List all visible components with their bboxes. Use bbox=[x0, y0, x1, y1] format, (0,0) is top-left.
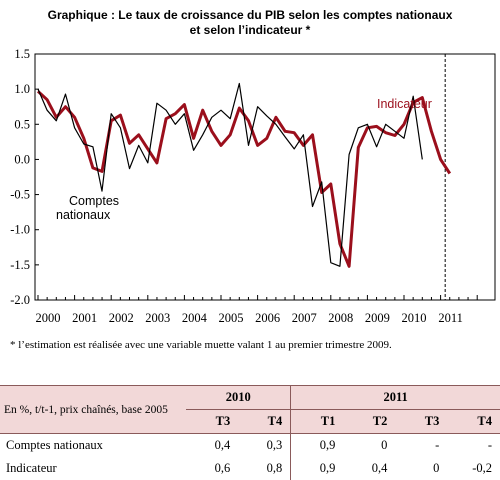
x-tick-label: 2001 bbox=[72, 311, 97, 325]
table-cell: 0 bbox=[433, 461, 440, 475]
table-header-label: En %, t/t-1, prix chaînés, base 2005 bbox=[0, 385, 187, 434]
table-row: Comptes nationaux 0,4 0,3 0,9 0 - - bbox=[0, 433, 500, 457]
x-tick-label: 2007 bbox=[292, 311, 317, 325]
table-quarter: T4 bbox=[477, 414, 492, 428]
y-tick-label: -1.5 bbox=[10, 258, 30, 272]
y-tick-label: 1.0 bbox=[14, 82, 30, 96]
annotation-indicateur: Indicateur bbox=[377, 97, 432, 111]
chart-title-line2: et selon l’indicateur * bbox=[189, 23, 311, 37]
annotation-comptes: Comptes bbox=[69, 194, 119, 208]
table-cell: 0,9 bbox=[290, 433, 344, 457]
x-tick-label: 2000 bbox=[36, 311, 61, 325]
summary-table: En %, t/t-1, prix chaînés, base 2005 201… bbox=[0, 385, 500, 480]
y-tick-label: 0.0 bbox=[14, 152, 30, 166]
y-axis: 1.5 1.0 0.5 0.0 -0.5 -1.0 -1.5 -2.0 bbox=[10, 47, 39, 307]
table-cell: 0,4 bbox=[371, 461, 388, 475]
table-cell: - bbox=[395, 433, 448, 457]
x-tick-label: 2005 bbox=[219, 311, 244, 325]
table-year-2011: 2011 bbox=[290, 385, 500, 410]
table-cell: - bbox=[447, 433, 500, 457]
x-tick-label: 2011 bbox=[438, 311, 463, 325]
table-row-label: Comptes nationaux bbox=[0, 433, 187, 457]
annotation-nationaux: nationaux bbox=[56, 208, 111, 222]
y-tick-label: 1.5 bbox=[14, 47, 30, 61]
chart-title: Graphique : Le taux de croissance du PIB… bbox=[0, 8, 500, 38]
x-axis: 2000 2001 2002 2003 2004 2005 2006 2007 2008 2009… bbox=[36, 295, 478, 325]
table-quarter: T3 bbox=[215, 414, 231, 428]
table-cell: 0,8 bbox=[266, 461, 283, 475]
x-tick-label: 2003 bbox=[145, 311, 170, 325]
table-cell: 0,3 bbox=[238, 433, 291, 457]
y-tick-label: 0.5 bbox=[14, 117, 30, 131]
gdp-growth-chart: 1.51.00.50.0-0.5-1.0-1.5-2.0 2000 2001 200… bbox=[10, 47, 496, 325]
x-tick-label: 2004 bbox=[182, 311, 208, 325]
y-tick-label: -0.5 bbox=[10, 188, 30, 202]
series-layer bbox=[36, 82, 452, 268]
table-quarter: T1 bbox=[290, 409, 344, 434]
x-tick-label: 2002 bbox=[109, 311, 134, 325]
series-line-comptes-nationaux bbox=[37, 82, 423, 267]
table-cell: 0,6 bbox=[214, 461, 231, 475]
chart-title-line1: Graphique : Le taux de croissance du PIB… bbox=[47, 8, 453, 22]
table-cell: 0,4 bbox=[186, 433, 239, 457]
table-cell: 0,9 bbox=[290, 457, 344, 480]
footnote: * l’estimation est réalisée avec une var… bbox=[10, 339, 392, 351]
table-cell: -0,2 bbox=[472, 461, 492, 475]
table-year-2010: 2010 bbox=[186, 385, 291, 410]
table-quarter: T2 bbox=[372, 414, 388, 428]
table-year-row: En %, t/t-1, prix chaînés, base 2005 201… bbox=[0, 385, 500, 434]
table-row: Indicateur 0,6 0,8 0,9 0,4 0 -0,2 bbox=[0, 457, 500, 480]
y-tick-label: -1.0 bbox=[10, 223, 30, 237]
table-row-label: Indicateur bbox=[6, 461, 57, 475]
table-quarter: T3 bbox=[424, 414, 440, 428]
table-quarter: T4 bbox=[267, 414, 283, 428]
table-cell: 0 bbox=[343, 433, 396, 457]
x-tick-label: 2008 bbox=[328, 311, 353, 325]
x-tick-label: 2009 bbox=[365, 311, 390, 325]
y-tick-label: -2.0 bbox=[10, 293, 30, 307]
x-tick-label: 2006 bbox=[255, 311, 280, 325]
plot-frame bbox=[34, 53, 496, 301]
x-tick-label: 2010 bbox=[402, 311, 427, 325]
